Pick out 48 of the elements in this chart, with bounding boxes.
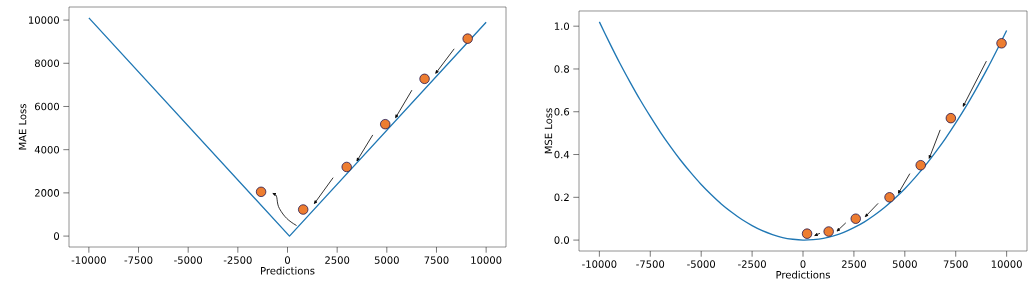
point [823,226,834,237]
x-tick-label: 10000 [471,256,502,264]
y-tick-label: 6000 [34,102,60,111]
x-tick-label: -2500 [223,256,252,264]
point [380,119,391,130]
y-tick-label: 1.0 [554,22,570,30]
x-tick-label: -7500 [636,260,665,268]
point [801,228,813,239]
x-tick-label: -5000 [687,260,716,268]
point [915,160,926,171]
y-tick-label: 4000 [34,145,60,154]
x-tick-label: 0 [800,260,806,268]
x-tick-label: 2500 [325,256,350,264]
x-tick-label: -10000 [582,260,617,268]
y-tick-label: 0.2 [554,193,569,202]
point [884,192,895,203]
point [996,38,1007,49]
y-tick-label: 10000 [29,16,60,24]
x-tick-label: 7500 [943,260,968,268]
x-tick-label: 5000 [892,260,917,268]
x-tick-label: 7500 [424,256,449,264]
point [945,113,956,124]
y-tick-label: 0.4 [554,150,570,159]
point [419,73,430,84]
point [298,204,309,215]
x-tick-label: -10000 [71,256,106,264]
y-axis-title: MSE Loss [544,108,553,154]
x-tick-label: 5000 [374,256,399,264]
y-tick-label: 0.8 [554,65,570,73]
y-axis-title: MAE Loss [18,104,27,150]
point [255,186,267,197]
x-axis-title: Predictions [261,266,315,275]
line-series [598,21,1008,241]
point [850,213,861,224]
y-tick-label: 2000 [35,189,60,197]
x-tick-label: -2500 [738,260,766,268]
y-tick-label: 0.6 [554,107,570,116]
x-tick-label: 0 [284,256,291,264]
x-tick-label: 2500 [841,260,866,268]
x-tick-label: 10000 [991,260,1022,268]
y-tick-label: 8000 [34,59,60,68]
x-axis-title: Predictions [776,270,830,279]
x-tick-label: -7500 [124,256,153,264]
point [341,161,352,173]
x-tick-label: -5000 [174,256,203,264]
y-tick-label: 0 [54,232,60,240]
point [462,33,473,44]
y-tick-label: 0.0 [554,236,570,244]
